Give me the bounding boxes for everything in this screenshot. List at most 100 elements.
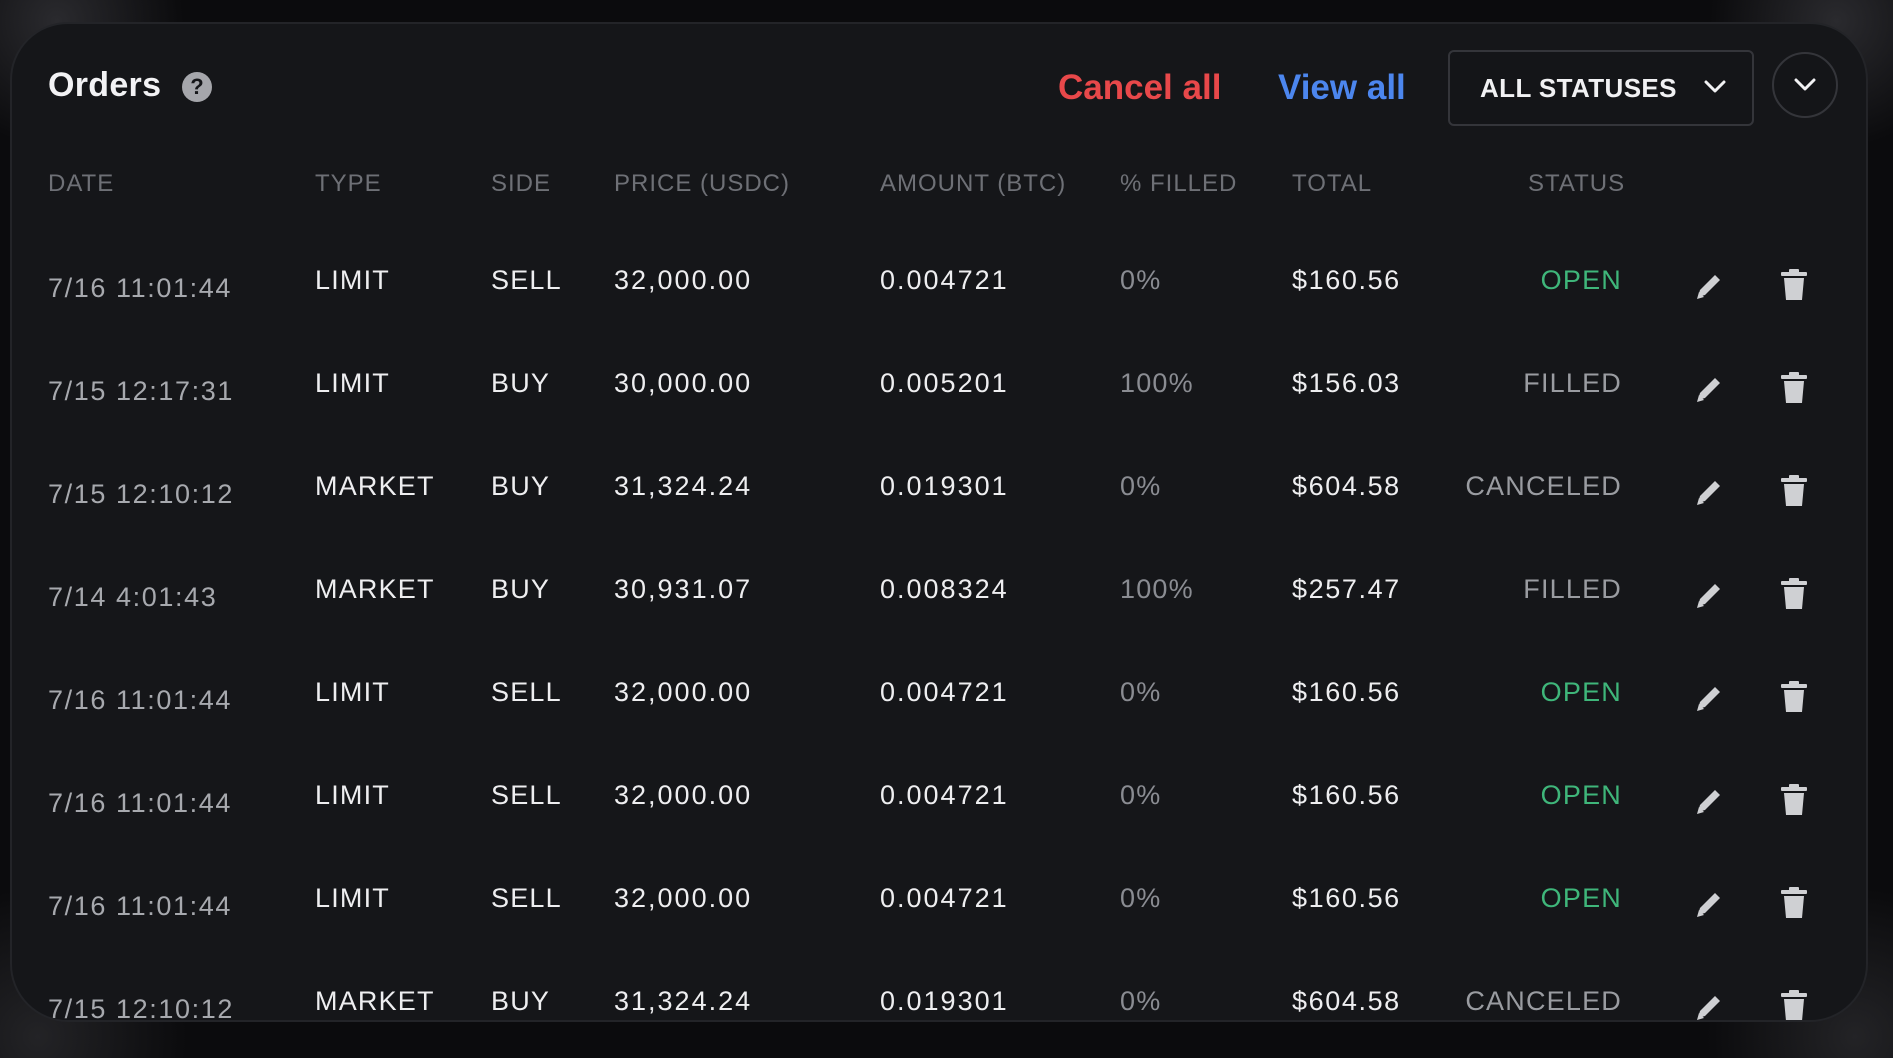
- edit-order-button[interactable]: [1694, 682, 1724, 719]
- order-side: BUY: [491, 471, 551, 501]
- status-badge: OPEN: [1540, 780, 1622, 810]
- delete-order-button[interactable]: [1779, 371, 1809, 410]
- delete-order-button[interactable]: [1779, 989, 1809, 1020]
- column-header-date: DATE: [48, 170, 115, 197]
- chevron-down-icon: [1704, 80, 1726, 93]
- column-header-type: TYPE: [315, 170, 382, 197]
- order-price: 32,000.00: [614, 265, 753, 295]
- edit-order-button[interactable]: [1694, 991, 1724, 1020]
- order-total: $257.47: [1292, 574, 1401, 604]
- pencil-icon: [1697, 687, 1720, 711]
- order-percent-filled: 0%: [1120, 677, 1162, 707]
- order-type: MARKET: [315, 986, 435, 1016]
- trash-icon: [1781, 269, 1807, 300]
- order-side: BUY: [491, 574, 551, 604]
- order-side: BUY: [491, 986, 551, 1016]
- order-total: $604.58: [1292, 986, 1401, 1016]
- status-badge: OPEN: [1540, 265, 1622, 295]
- order-side: SELL: [491, 780, 562, 810]
- order-amount: 0.004721: [880, 677, 1009, 707]
- order-type: LIMIT: [315, 368, 391, 398]
- order-type: LIMIT: [315, 677, 391, 707]
- column-header-filled: % FILLED: [1120, 170, 1238, 197]
- order-amount: 0.008324: [880, 574, 1009, 604]
- cancel-all-button[interactable]: Cancel all: [1058, 68, 1222, 107]
- order-total: $160.56: [1292, 883, 1401, 913]
- order-price: 31,324.24: [614, 471, 753, 501]
- trash-icon: [1781, 475, 1807, 506]
- order-type: MARKET: [315, 471, 435, 501]
- collapse-panel-button[interactable]: [1772, 52, 1838, 118]
- order-amount: 0.004721: [880, 780, 1009, 810]
- status-filter-dropdown[interactable]: ALL STATUSES: [1448, 50, 1754, 126]
- column-header-status: STATUS: [1528, 170, 1626, 197]
- delete-order-button[interactable]: [1779, 577, 1809, 616]
- pencil-icon: [1697, 996, 1720, 1020]
- column-header-total: TOTAL: [1292, 170, 1373, 197]
- order-percent-filled: 100%: [1120, 574, 1194, 604]
- trash-icon: [1781, 887, 1807, 918]
- table-row: 7/14 4:01:43 MARKET BUY 30,931.07 0.008324 10…: [12, 559, 1866, 662]
- table-row: 7/15 12:17:31 LIMIT BUY 30,000.00 0.005201 10…: [12, 353, 1866, 456]
- edit-order-button[interactable]: [1694, 476, 1724, 513]
- column-header-side: SIDE: [491, 170, 552, 197]
- order-date: 7/16 11:01:44: [48, 788, 232, 818]
- order-date: 7/16 11:01:44: [48, 891, 232, 921]
- order-type: MARKET: [315, 574, 435, 604]
- order-amount: 0.019301: [880, 471, 1009, 501]
- pencil-icon: [1697, 584, 1720, 608]
- orders-panel: Orders ? Cancel all View all ALL STATUSE…: [10, 22, 1868, 1022]
- order-amount: 0.005201: [880, 368, 1009, 398]
- order-percent-filled: 0%: [1120, 986, 1162, 1016]
- edit-order-button[interactable]: [1694, 579, 1724, 616]
- order-side: BUY: [491, 368, 551, 398]
- delete-order-button[interactable]: [1779, 783, 1809, 822]
- table-row: 7/15 12:10:12 MARKET BUY 31,324.24 0.019301 0…: [12, 456, 1866, 559]
- status-badge: OPEN: [1540, 883, 1622, 913]
- order-price: 30,931.07: [614, 574, 753, 604]
- edit-order-button[interactable]: [1694, 373, 1724, 410]
- order-percent-filled: 0%: [1120, 471, 1162, 501]
- delete-order-button[interactable]: [1779, 680, 1809, 719]
- status-badge: FILLED: [1523, 574, 1622, 604]
- chevron-down-icon: [1794, 78, 1816, 91]
- status-badge: CANCELED: [1465, 986, 1622, 1016]
- order-price: 32,000.00: [614, 883, 753, 913]
- order-side: SELL: [491, 265, 562, 295]
- trash-icon: [1781, 990, 1807, 1020]
- table-row: 7/16 11:01:44 LIMIT SELL 32,000.00 0.004721 0…: [12, 868, 1866, 971]
- question-mark-circle-icon[interactable]: ?: [182, 72, 212, 102]
- order-amount: 0.004721: [880, 265, 1009, 295]
- order-date: 7/16 11:01:44: [48, 685, 232, 715]
- delete-order-button[interactable]: [1779, 886, 1809, 925]
- order-side: SELL: [491, 883, 562, 913]
- column-header-price: PRICE (USDC): [614, 170, 791, 197]
- pencil-icon: [1697, 481, 1720, 505]
- order-type: LIMIT: [315, 883, 391, 913]
- edit-order-button[interactable]: [1694, 270, 1724, 307]
- pencil-icon: [1697, 378, 1720, 402]
- pencil-icon: [1697, 790, 1720, 814]
- view-all-button[interactable]: View all: [1278, 68, 1406, 107]
- order-price: 30,000.00: [614, 368, 753, 398]
- order-price: 32,000.00: [614, 780, 753, 810]
- table-row: 7/16 11:01:44 LIMIT SELL 32,000.00 0.004721 0…: [12, 662, 1866, 765]
- edit-order-button[interactable]: [1694, 785, 1724, 822]
- pencil-icon: [1697, 893, 1720, 917]
- order-price: 31,324.24: [614, 986, 753, 1016]
- order-type: LIMIT: [315, 265, 391, 295]
- trash-icon: [1781, 784, 1807, 815]
- status-badge: FILLED: [1523, 368, 1622, 398]
- trash-icon: [1781, 578, 1807, 609]
- order-type: LIMIT: [315, 780, 391, 810]
- edit-order-button[interactable]: [1694, 888, 1724, 925]
- order-total: $160.56: [1292, 677, 1401, 707]
- order-amount: 0.019301: [880, 986, 1009, 1016]
- table-row: 7/16 11:01:44 LIMIT SELL 32,000.00 0.004721 0…: [12, 765, 1866, 868]
- table-row: 7/15 12:10:12 MARKET BUY 31,324.24 0.019301 0…: [12, 971, 1866, 1020]
- delete-order-button[interactable]: [1779, 268, 1809, 307]
- order-total: $604.58: [1292, 471, 1401, 501]
- status-badge: CANCELED: [1465, 471, 1622, 501]
- delete-order-button[interactable]: [1779, 474, 1809, 513]
- order-date: 7/14 4:01:43: [48, 582, 218, 612]
